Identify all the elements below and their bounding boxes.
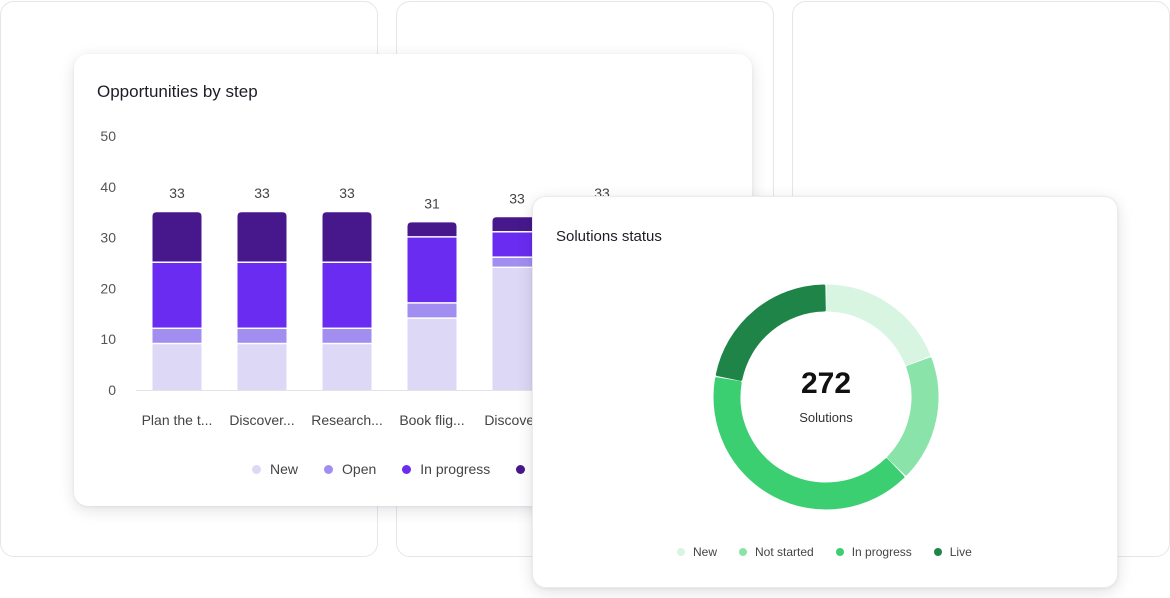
- bar-segment[interactable]: [237, 344, 287, 390]
- bar-segment[interactable]: [492, 217, 542, 232]
- bar-segment[interactable]: [322, 212, 372, 262]
- legend-dot: [739, 548, 748, 556]
- bar-segment[interactable]: [322, 329, 372, 343]
- legend-item[interactable]: [516, 464, 534, 474]
- bar-segment[interactable]: [152, 212, 202, 262]
- bar-segment[interactable]: [322, 344, 372, 390]
- solutions-legend: New Not started In progress Live: [677, 545, 994, 559]
- legend-item[interactable]: Live: [933, 545, 972, 559]
- category-label: Plan the t...: [142, 412, 213, 428]
- legend-label: Not started: [755, 545, 814, 559]
- opportunities-title: Opportunities by step: [97, 82, 258, 101]
- legend-label: New: [270, 461, 299, 477]
- bar-segment[interactable]: [407, 303, 457, 318]
- category-label: Research...: [311, 412, 383, 428]
- legend-item[interactable]: New: [252, 461, 298, 477]
- donut-slice[interactable]: [715, 284, 826, 381]
- bar-segment[interactable]: [407, 222, 457, 237]
- bar-total-label: 33: [339, 185, 355, 201]
- donut-slice[interactable]: [713, 377, 905, 510]
- solutions-total-label: Solutions: [799, 410, 853, 425]
- solutions-title: Solutions status: [556, 228, 662, 245]
- legend-item[interactable]: In progress: [402, 461, 490, 477]
- bar-total-label: 33: [509, 190, 525, 206]
- bar-segment[interactable]: [152, 344, 202, 390]
- legend-dot: [324, 464, 334, 474]
- bar-segment[interactable]: [492, 257, 542, 267]
- bar-segment[interactable]: [237, 212, 287, 262]
- legend-label: In progress: [420, 461, 491, 477]
- legend-dot: [402, 464, 412, 474]
- y-tick-label: 20: [100, 280, 116, 296]
- category-label: Discover...: [229, 412, 294, 428]
- legend-label: In progress: [851, 545, 912, 559]
- bar-total-label: 33: [254, 185, 270, 201]
- legend-label: Open: [342, 461, 377, 477]
- opportunities-legend: New Open In progress: [252, 461, 560, 477]
- y-tick-label: 10: [100, 331, 116, 347]
- legend-dot: [933, 548, 942, 556]
- bar-segment[interactable]: [407, 237, 457, 303]
- bar-total-label: 31: [424, 195, 440, 211]
- y-tick-label: 50: [100, 128, 116, 144]
- legend-label: Live: [949, 545, 972, 559]
- solutions-card: Solutions status 272 Solutions New Not st…: [532, 196, 1118, 588]
- donut-slice[interactable]: [826, 284, 931, 366]
- legend-label: New: [693, 545, 718, 559]
- legend-item[interactable]: Not started: [739, 545, 814, 559]
- legend-dot: [516, 464, 526, 474]
- legend-dot: [677, 548, 685, 556]
- solutions-donut-chart: [713, 284, 939, 510]
- bar-segment[interactable]: [237, 263, 287, 328]
- legend-item[interactable]: In progress: [835, 545, 912, 559]
- legend-dot: [835, 548, 844, 556]
- y-tick-label: 0: [108, 382, 116, 398]
- y-tick-label: 30: [100, 230, 116, 246]
- solutions-total: 272: [800, 367, 852, 400]
- bar-segment[interactable]: [407, 318, 457, 390]
- bar-segment[interactable]: [237, 329, 287, 343]
- legend-item[interactable]: New: [677, 545, 717, 559]
- bar-segment[interactable]: [152, 329, 202, 343]
- bar-total-label: 33: [169, 185, 185, 201]
- bar-segment[interactable]: [492, 232, 542, 257]
- bar-segment[interactable]: [152, 263, 202, 328]
- y-tick-label: 40: [100, 179, 116, 195]
- bar-segment[interactable]: [322, 263, 372, 328]
- category-label: Book flig...: [399, 412, 464, 428]
- donut-slice[interactable]: [887, 357, 939, 476]
- legend-item[interactable]: Open: [324, 461, 376, 477]
- legend-dot: [252, 464, 261, 474]
